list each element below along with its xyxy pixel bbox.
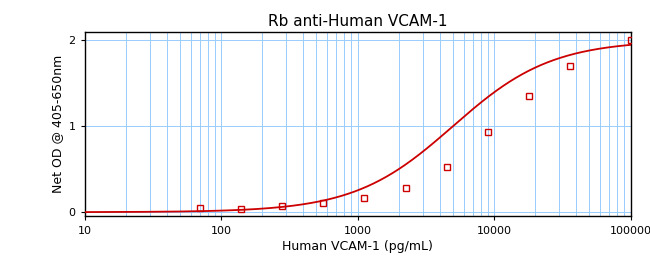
X-axis label: Human VCAM-1 (pg/mL): Human VCAM-1 (pg/mL) [282,240,433,253]
Title: Rb anti-Human VCAM-1: Rb anti-Human VCAM-1 [268,14,447,29]
Y-axis label: Net OD @ 405-650nm: Net OD @ 405-650nm [51,55,64,193]
